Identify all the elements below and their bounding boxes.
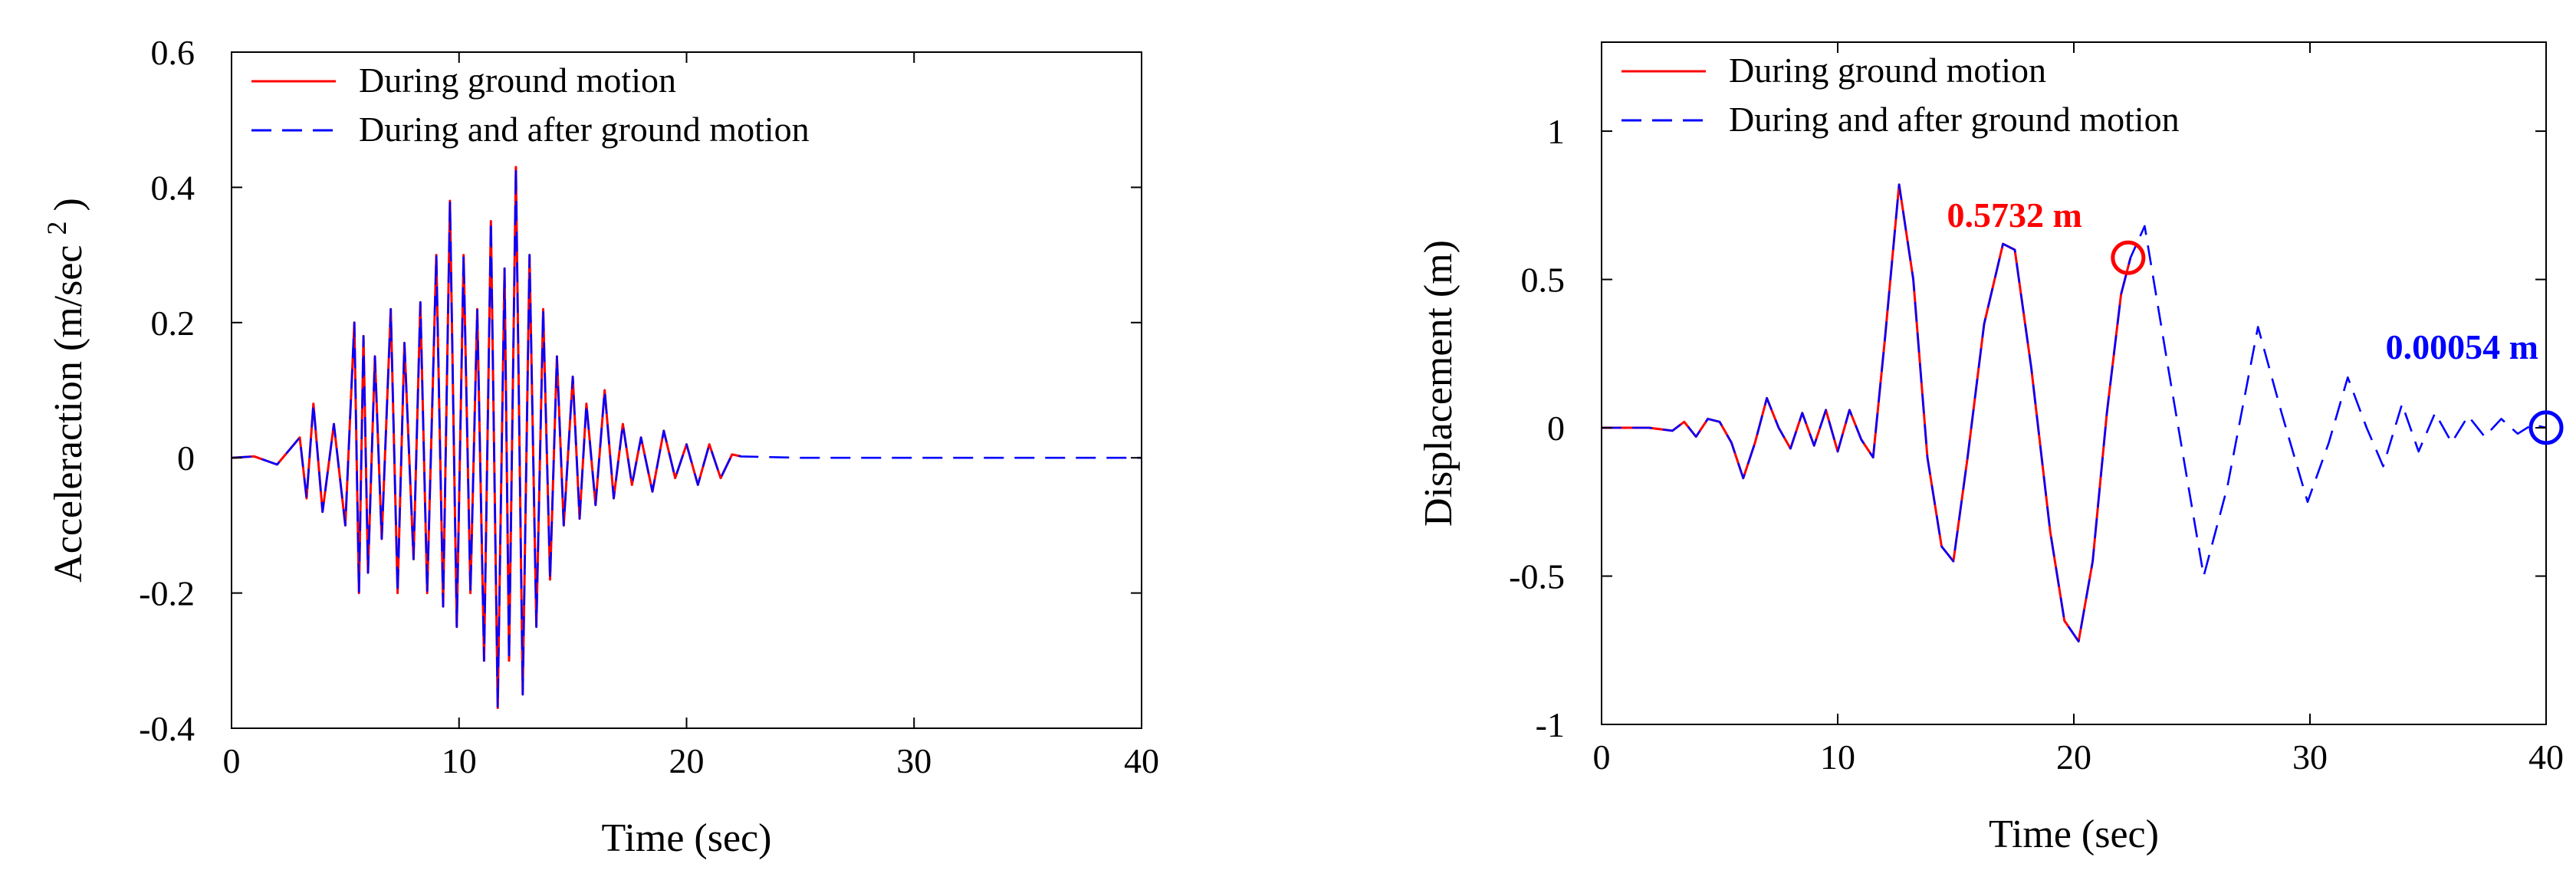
y-tick-label: -0.5 [1509,557,1565,596]
y-tick-label: 0 [177,438,195,478]
y-axis-label-close: ) [47,198,90,221]
legend-label-1: During ground motion [1729,51,2046,90]
series-line-during-after [232,166,1142,709]
annotation-marker-circle [2528,410,2564,445]
x-axis-label: Time (sec) [1989,813,2159,856]
series-line-during-after [1602,183,2546,642]
x-tick-label: 30 [2292,737,2328,777]
y-axis-label: Displacement (m) [1417,240,1460,527]
legend-label-2: During and after ground motion [1729,100,2180,139]
x-tick-label: 30 [896,741,932,780]
legend-label-2: During and after ground motion [359,110,810,149]
series-line-during [1602,183,2132,643]
plot-frame [1601,41,2547,725]
y-tick-label: -0.2 [139,574,195,613]
plot-frame [231,51,1142,729]
y-tick-label: 0 [1547,409,1565,448]
x-tick-label: 0 [223,741,241,780]
y-tick-label: -0.4 [139,709,195,748]
y-axis-label-main: Acceleraction (m/sec [47,235,90,583]
y-axis-label-main: Displacement (m) [1417,240,1460,527]
y-tick-label: 1 [1547,112,1565,151]
y-tick-label: -1 [1536,705,1565,744]
legend-label-1: During ground motion [359,61,676,100]
x-tick-label: 20 [2056,737,2091,777]
y-axis-label-superscript: 2 [41,222,72,235]
x-tick-label: 20 [669,741,705,780]
x-tick-label: 40 [2528,737,2564,777]
y-axis-label: Acceleraction (m/sec 2 ) [41,198,90,583]
x-tick-label: 40 [1124,741,1159,780]
x-tick-label: 0 [1593,737,1611,777]
y-tick-label: 0.6 [151,33,196,72]
annotation-label: 0.5732 m [1947,195,2082,235]
x-tick-label: 10 [442,741,477,780]
x-tick-label: 10 [1820,737,1855,777]
x-axis-label: Time (sec) [602,816,772,860]
chart-1: 0 10 20 30 40 -0.4 -0.2 0 0.2 0.4 0.6 Time (sec) Acc… [41,33,1159,860]
y-tick-label: 0.2 [151,304,196,343]
annotation-marker-circle [2111,240,2146,275]
y-tick-label: 0.4 [151,168,196,207]
y-tick-label: 0.5 [1521,261,1566,300]
annotation-label: 0.00054 m [2386,327,2538,366]
chart-2: 0 10 20 30 40 -1 -0.5 0 0.5 1 Time (sec) Displaceme… [1417,41,2564,856]
